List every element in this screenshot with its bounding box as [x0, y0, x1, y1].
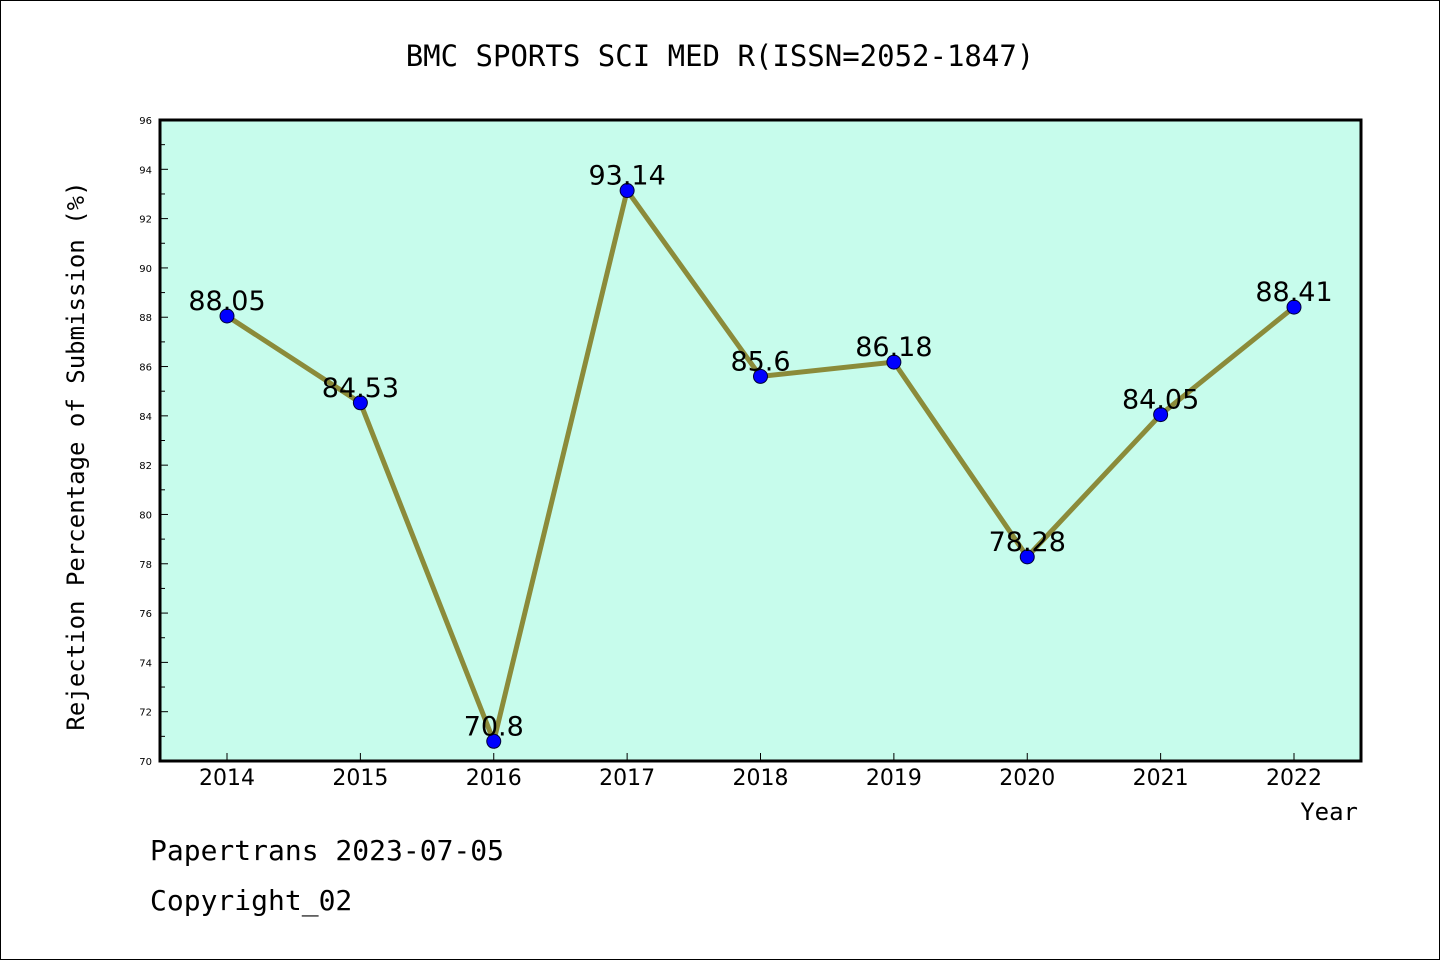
x-tick-label: 2015: [332, 766, 388, 791]
y-tick-label: 74: [139, 658, 152, 669]
data-label: 86.18: [855, 332, 932, 363]
data-point: [1286, 299, 1302, 315]
data-label: 88.05: [188, 286, 265, 317]
data-point: [486, 733, 502, 749]
data-point: [1153, 407, 1169, 423]
data-label: 84.05: [1122, 385, 1199, 416]
x-tick-label: 2020: [999, 766, 1055, 791]
x-axis-ticks: 2014 2015 2016 2017 2018 2019 2020 2021 2022: [199, 753, 1322, 791]
data-point: [352, 395, 368, 411]
data-label: 85.6: [730, 346, 790, 377]
chart-title: BMC SPORTS SCI MED R(ISSN=2052-1847): [406, 39, 1035, 73]
data-label: 93.14: [588, 161, 665, 192]
data-point: [1019, 549, 1035, 565]
y-tick-label: 76: [139, 609, 152, 620]
y-axis-ticks: 70 72 74 76 78 80 82 84 86 88 90 92 94 96: [139, 116, 168, 768]
y-tick-label: 80: [139, 510, 152, 521]
x-tick-label: 2022: [1266, 766, 1322, 791]
y-axis-label: Rejection Percentage of Submission (%): [62, 181, 90, 730]
y-tick-label: 70: [139, 757, 152, 768]
data-point: [219, 308, 235, 324]
y-tick-label: 88: [139, 313, 152, 324]
x-tick-label: 2019: [866, 766, 922, 791]
data-label: 78.28: [989, 527, 1066, 558]
data-point: [886, 354, 902, 370]
x-tick-label: 2014: [199, 766, 255, 791]
plot-area: [160, 120, 1361, 761]
y-tick-label: 84: [139, 412, 152, 423]
footer-date: Papertrans 2023-07-05: [150, 834, 505, 867]
y-tick-label: 82: [139, 461, 152, 472]
y-tick-label: 86: [139, 363, 152, 374]
plot-border: [158, 118, 1363, 763]
y-tick-label: 96: [139, 116, 152, 127]
data-point: [753, 368, 768, 384]
data-point: [619, 183, 635, 199]
x-tick-label: 2021: [1133, 766, 1189, 791]
y-tick-label: 72: [139, 708, 152, 719]
x-axis-label: Year: [1300, 798, 1358, 826]
x-tick-label: 2018: [733, 766, 789, 791]
y-tick-label: 78: [139, 560, 152, 571]
x-tick-label: 2017: [599, 766, 655, 791]
y-tick-label: 90: [139, 264, 152, 275]
data-label: 88.41: [1255, 277, 1332, 308]
data-label: 84.53: [322, 373, 399, 404]
x-tick-label: 2016: [466, 766, 522, 791]
data-label: 70.8: [464, 711, 524, 742]
y-tick-label: 94: [139, 165, 152, 176]
y-tick-label: 92: [139, 215, 152, 226]
footer-copyright: Copyright_02: [150, 884, 353, 917]
series-layer: 88.05 84.53 70.8 93.14 85.6 86.18 78.28 84.05 88…: [188, 161, 1333, 750]
